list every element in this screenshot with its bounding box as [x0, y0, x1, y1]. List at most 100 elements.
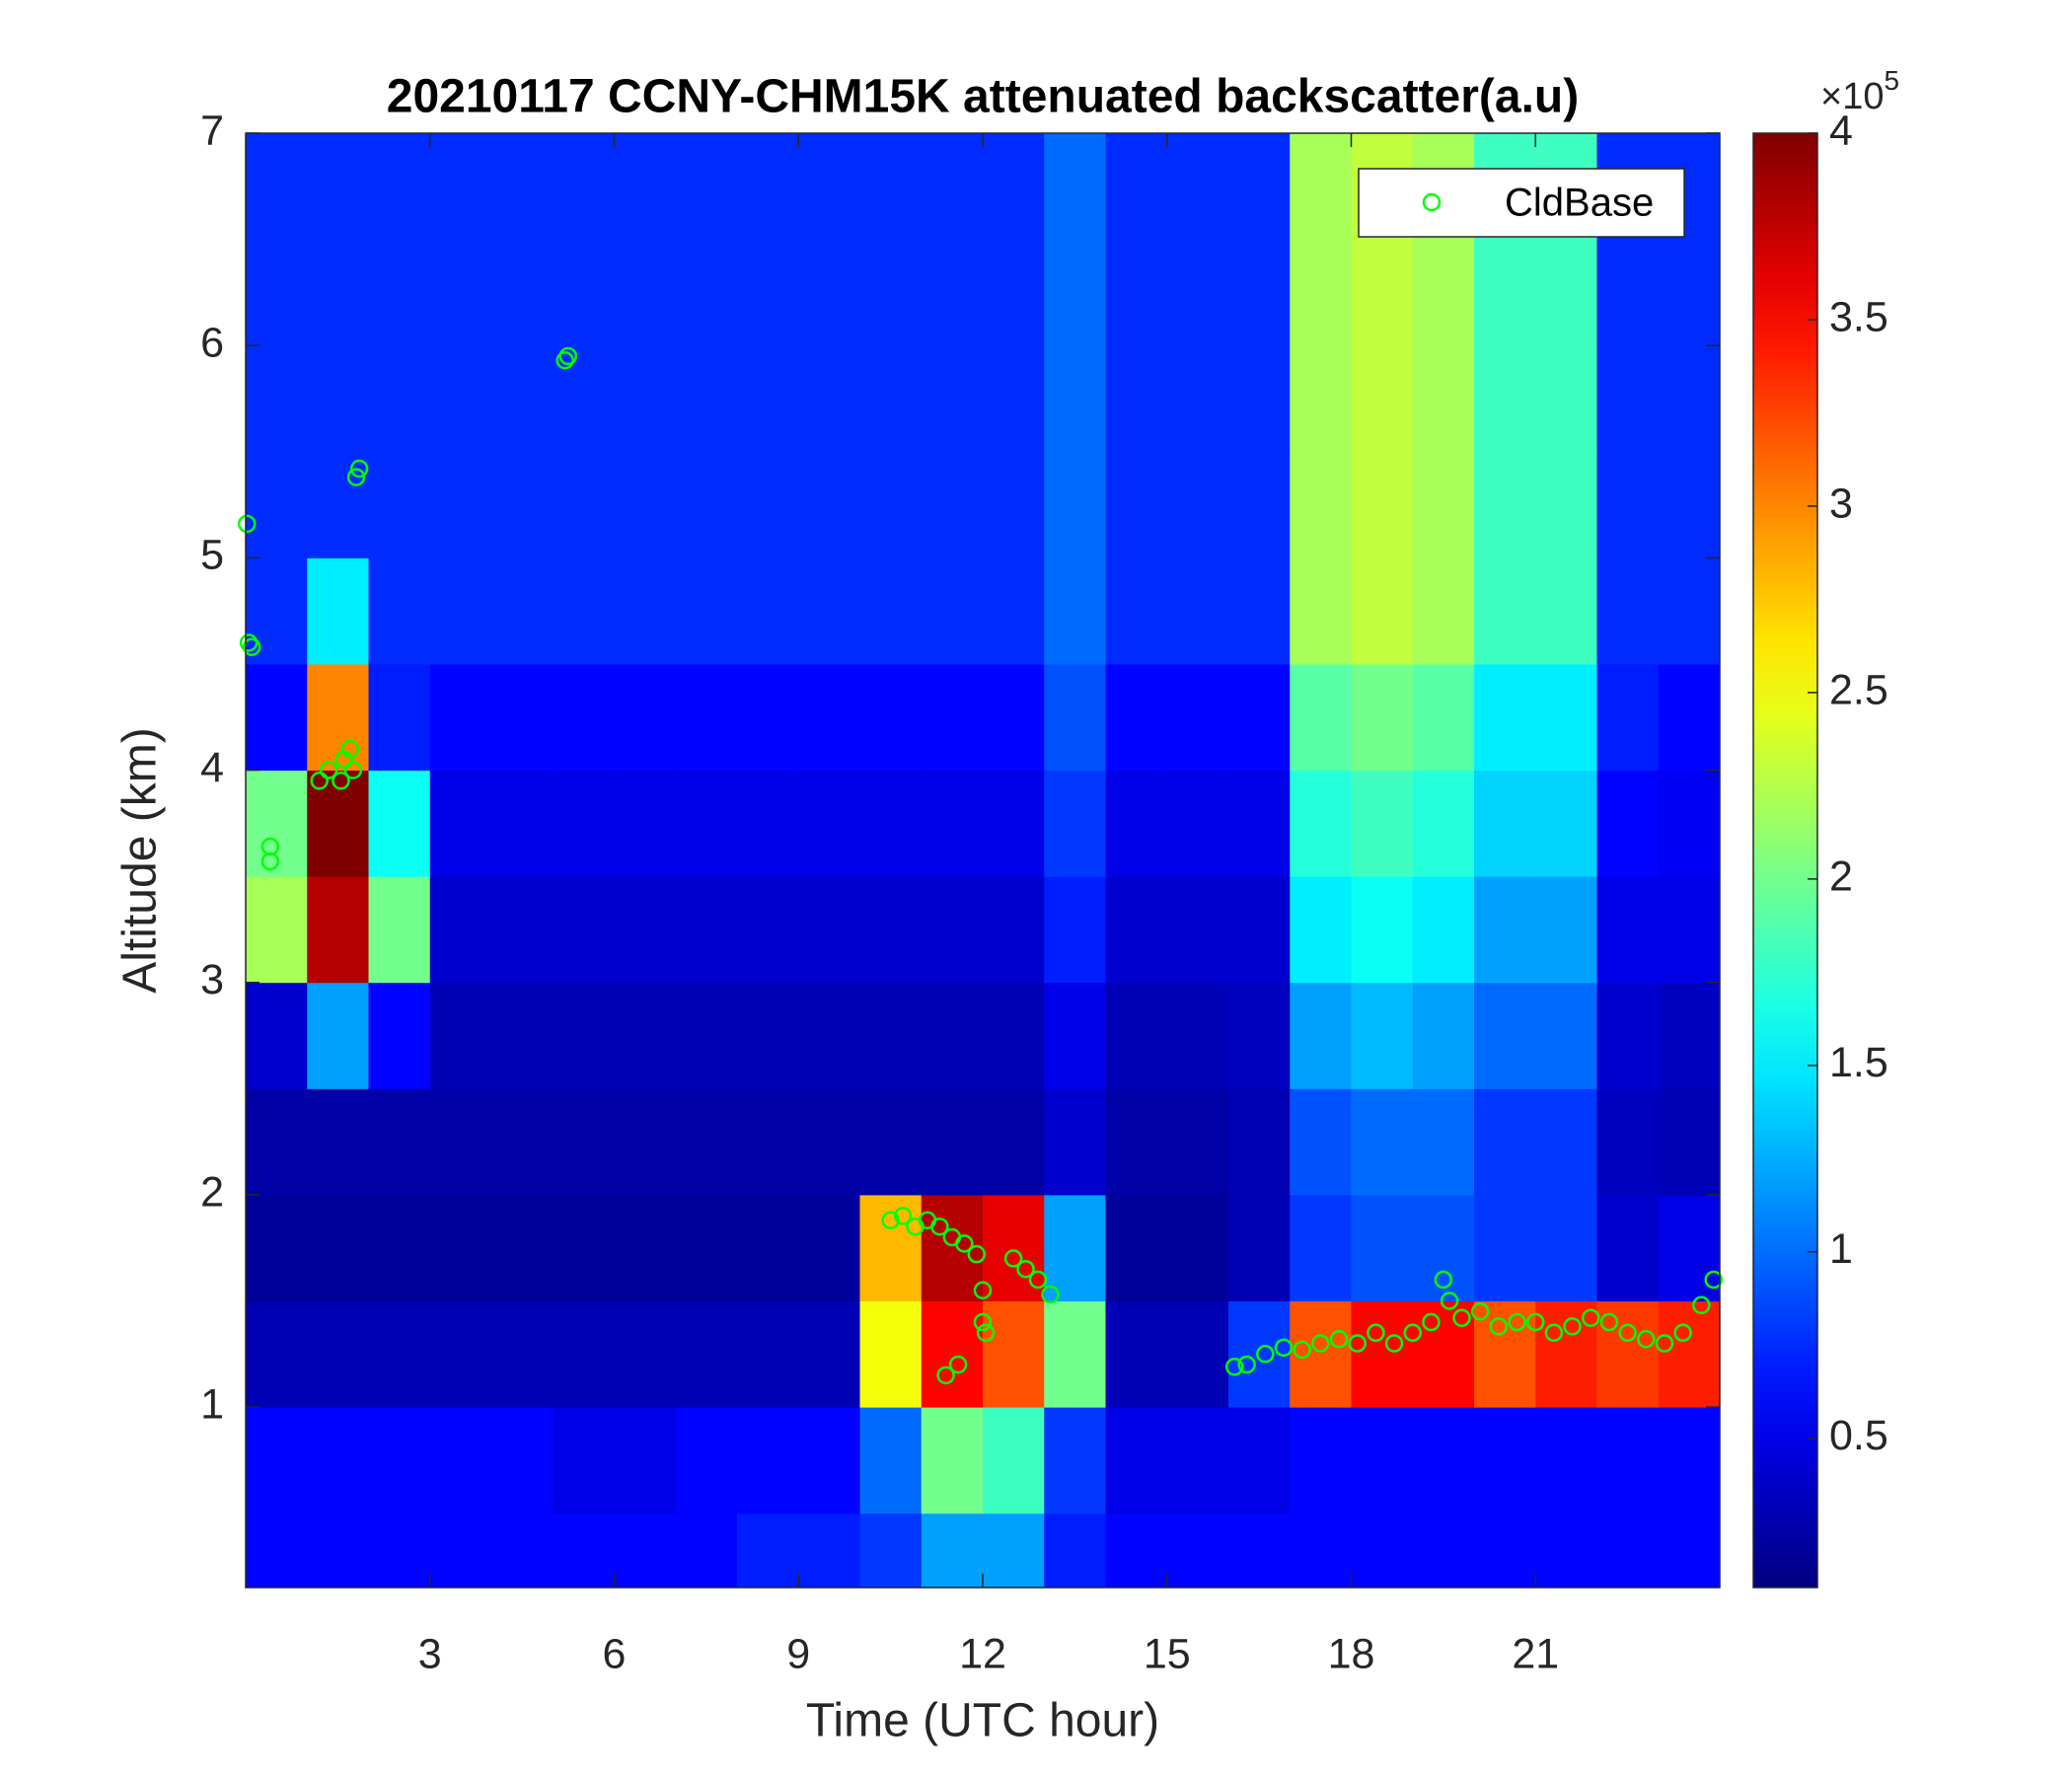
- heatmap-cell: [798, 239, 860, 346]
- cloud-base-point: [973, 1281, 993, 1299]
- cloud-base-point: [973, 1312, 993, 1332]
- heatmap-cell: [553, 982, 615, 1089]
- heatmap-cell: [1351, 345, 1414, 453]
- heatmap-cell: [1474, 1407, 1536, 1515]
- cloud-base-point: [1470, 1302, 1490, 1321]
- heatmap-cell: [859, 345, 923, 453]
- heatmap-cell: [859, 982, 923, 1089]
- heatmap-cell: [1535, 1300, 1597, 1408]
- x-tick-label: 12: [959, 1630, 1006, 1677]
- cloud-base-point: [558, 346, 578, 366]
- heatmap-cell: [1474, 451, 1536, 558]
- cloud-base-point: [319, 761, 338, 779]
- heatmap-cell: [1228, 557, 1291, 665]
- heatmap-cell: [737, 1407, 799, 1515]
- heatmap-cell: [1535, 239, 1597, 346]
- colorbar-tick-label: 1: [1829, 1225, 1853, 1273]
- cloud-base-point: [1224, 1357, 1244, 1376]
- heatmap-cell: [1412, 982, 1475, 1089]
- heatmap-cell: [246, 663, 308, 772]
- heatmap-cell: [429, 239, 492, 346]
- heatmap-cell: [1351, 1513, 1414, 1588]
- heatmap-cell: [553, 133, 615, 241]
- heatmap-cell: [859, 133, 923, 241]
- cloud-base-point: [936, 1366, 955, 1385]
- heatmap-cell: [491, 557, 554, 665]
- heatmap-cell: [859, 557, 923, 665]
- heatmap-cell: [983, 133, 1045, 241]
- cloud-base-point: [1489, 1317, 1509, 1336]
- heatmap-cell: [429, 1407, 492, 1515]
- y-tick-label: 6: [200, 320, 224, 367]
- cloud-base-point: [967, 1244, 987, 1264]
- heatmap-cell: [737, 557, 799, 665]
- heatmap-cell: [368, 876, 431, 984]
- heatmap-cell: [491, 133, 554, 241]
- heatmap-cell: [675, 1513, 738, 1588]
- heatmap-cell: [798, 982, 860, 1089]
- heatmap-cell: [1535, 557, 1597, 665]
- cloud-base-point: [310, 772, 329, 790]
- heatmap-cell: [1474, 1194, 1536, 1302]
- heatmap-cell: [1412, 451, 1475, 558]
- heatmap-cell: [553, 663, 615, 772]
- heatmap-cell: [368, 770, 431, 877]
- heatmap-cell: [491, 663, 554, 772]
- heatmap-cell: [429, 876, 492, 984]
- heatmap-cell: [368, 451, 431, 558]
- x-tick-label: 3: [418, 1630, 442, 1677]
- cloud-base-point: [239, 633, 259, 652]
- heatmap-cell: [1290, 1513, 1352, 1588]
- heatmap-cell: [1412, 345, 1475, 453]
- heatmap-cell: [1105, 133, 1168, 241]
- heatmap-cell: [798, 451, 860, 558]
- heatmap-cell: [1535, 345, 1597, 453]
- heatmap-cell: [614, 663, 677, 772]
- x-tick-label: 21: [1512, 1630, 1559, 1677]
- heatmap-cell: [429, 770, 492, 877]
- heatmap-cell: [1228, 770, 1291, 877]
- heatmap-cell: [675, 557, 738, 665]
- heatmap-cell: [1044, 1407, 1106, 1515]
- heatmap-cell: [921, 451, 984, 558]
- heatmap-cell: [859, 1513, 923, 1588]
- cloud-base-point: [1655, 1334, 1674, 1353]
- cloud-base-point: [1016, 1259, 1035, 1279]
- heatmap-cell: [1596, 239, 1660, 346]
- heatmap-cell: [675, 1088, 738, 1196]
- cloud-base-point: [1673, 1323, 1692, 1343]
- heatmap-cell: [1412, 1300, 1475, 1408]
- heatmap-cell: [1351, 1088, 1414, 1196]
- heatmap-cell: [1044, 345, 1106, 453]
- heatmap-cell: [1596, 1513, 1660, 1588]
- heatmap-cell: [1596, 557, 1660, 665]
- heatmap-cell: [983, 1513, 1045, 1588]
- cloud-base-point: [1599, 1312, 1619, 1332]
- heatmap-cell: [921, 345, 984, 453]
- heatmap-cell: [737, 1088, 799, 1196]
- heatmap-cell: [1658, 345, 1720, 453]
- heatmap-cell: [491, 982, 554, 1089]
- heatmap-cell: [614, 1194, 677, 1302]
- heatmap-cell: [921, 1088, 984, 1196]
- heatmap-cell: [983, 451, 1045, 558]
- heatmap-cell: [1228, 345, 1291, 453]
- heatmap-cell: [368, 663, 431, 772]
- heatmap-cell: [1535, 1513, 1597, 1588]
- heatmap-cell: [368, 1194, 431, 1302]
- heatmap-cell: [1658, 876, 1720, 984]
- legend-box: [1358, 168, 1685, 238]
- heatmap-cell: [737, 876, 799, 984]
- heatmap-cell: [859, 876, 923, 984]
- cloud-base-point: [1041, 1285, 1060, 1304]
- x-tick-label: 6: [603, 1630, 627, 1677]
- heatmap-cell: [1658, 557, 1720, 665]
- heatmap-cell: [798, 345, 860, 453]
- heatmap-cell: [1412, 1194, 1475, 1302]
- heatmap-cell: [1290, 345, 1352, 453]
- heatmap-cell: [491, 770, 554, 877]
- heatmap-cell: [1535, 770, 1597, 877]
- heatmap-cell: [246, 133, 308, 241]
- heatmap-cell: [1290, 451, 1352, 558]
- heatmap-cell: [553, 451, 615, 558]
